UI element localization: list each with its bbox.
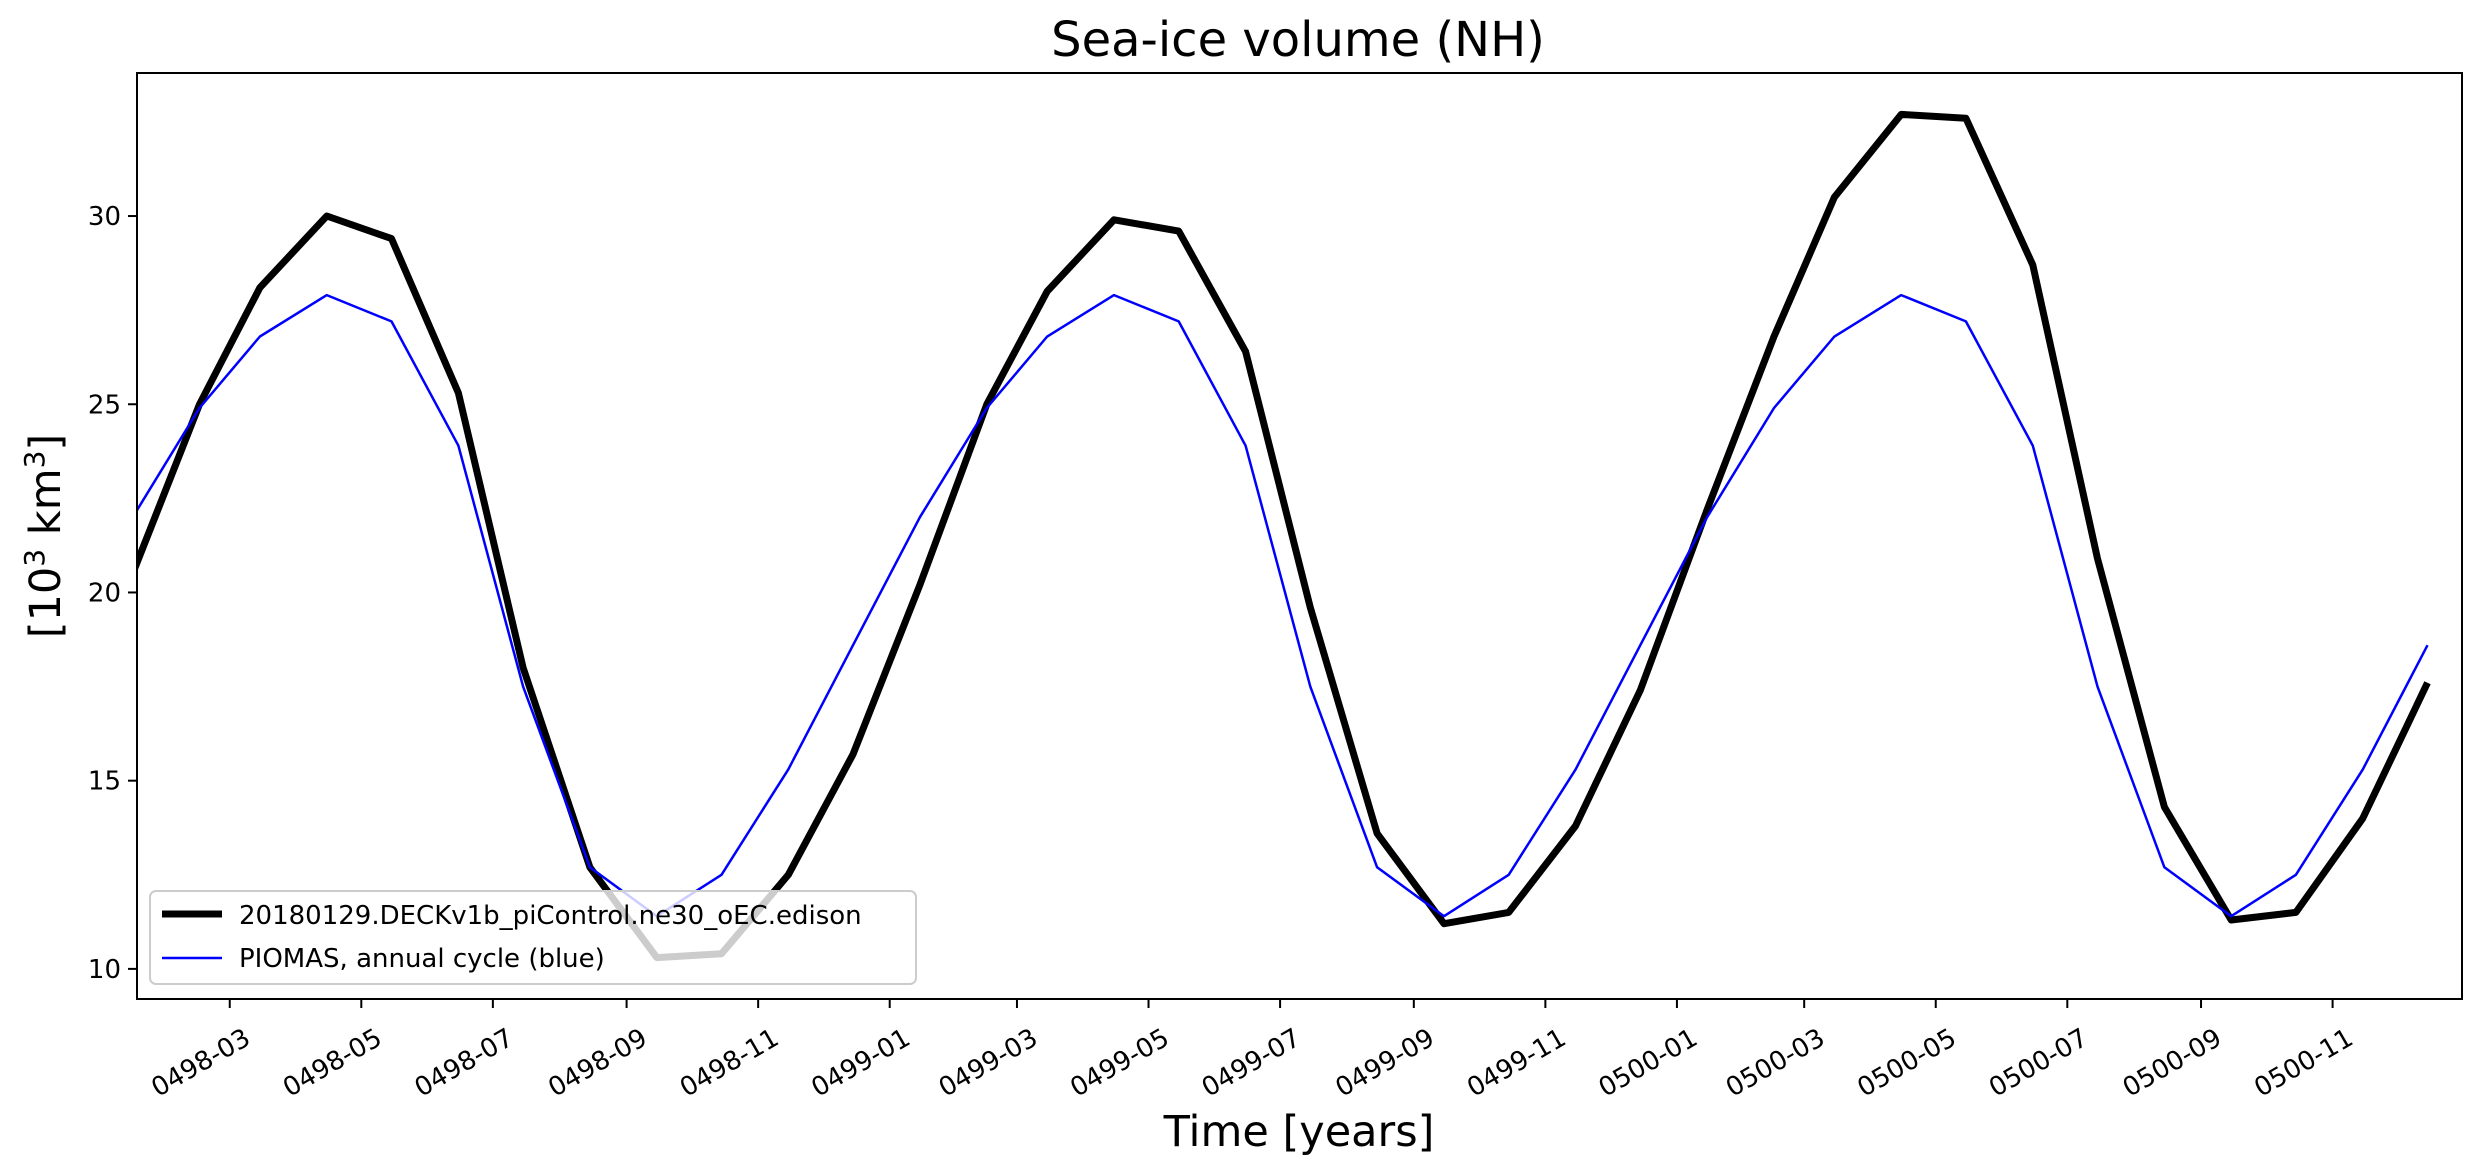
y-tick-label: 15 xyxy=(88,767,121,797)
x-tick-label: 0499-01 xyxy=(807,1023,916,1103)
x-tick-label: 0499-03 xyxy=(934,1023,1043,1103)
chart-title: Sea-ice volume (NH) xyxy=(1051,12,1545,68)
x-tick-label: 0499-07 xyxy=(1197,1023,1306,1103)
x-tick-label: 0500-05 xyxy=(1853,1023,1962,1103)
legend-label-piomas: PIOMAS, annual cycle (blue) xyxy=(239,944,605,974)
y-tick-label: 25 xyxy=(88,390,121,420)
legend: 20180129.DECKv1b_piControl.ne30_oEC.edis… xyxy=(149,890,917,985)
x-tick-label: 0498-07 xyxy=(410,1023,519,1103)
x-tick-label: 0498-03 xyxy=(147,1023,256,1103)
series-line-piomas xyxy=(137,293,2429,918)
x-tick-label: 0499-09 xyxy=(1331,1023,1440,1103)
series-line-model xyxy=(137,110,2431,962)
plot-frame xyxy=(136,72,2463,1000)
x-tick-label: 0500-07 xyxy=(1984,1023,2093,1103)
y-tick-label: 30 xyxy=(88,202,121,232)
x-tick-label: 0499-05 xyxy=(1065,1023,1174,1103)
x-tick-label: 0500-11 xyxy=(2249,1023,2358,1103)
y-tick-label: 20 xyxy=(88,578,121,608)
x-tick-label: 0500-03 xyxy=(1721,1023,1830,1103)
x-tick-label: 0500-09 xyxy=(2118,1023,2227,1103)
x-tick-label: 0499-11 xyxy=(1462,1023,1571,1103)
x-tick-label: 0498-05 xyxy=(278,1023,387,1103)
x-tick-label: 0498-11 xyxy=(675,1023,784,1103)
legend-box xyxy=(149,890,917,985)
x-tick-label: 0498-09 xyxy=(543,1023,652,1103)
legend-label-model: 20180129.DECKv1b_piControl.ne30_oEC.edis… xyxy=(239,901,862,931)
y-tick-label: 10 xyxy=(88,955,121,985)
x-axis-label: Time [years] xyxy=(1163,1107,1435,1157)
y-axis-label: [103 km3] xyxy=(18,434,71,638)
x-tick-label: 0500-01 xyxy=(1594,1023,1703,1103)
